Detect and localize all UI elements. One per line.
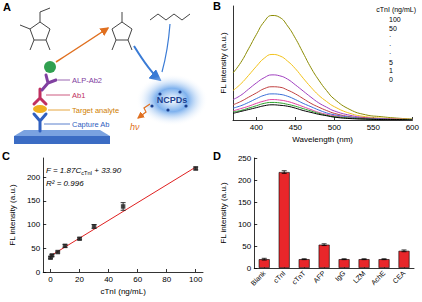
svg-text:200: 200 — [27, 173, 41, 182]
svg-text:100: 100 — [238, 220, 252, 229]
svg-text:cTnI (ng/mL): cTnI (ng/mL) — [376, 6, 416, 14]
svg-text:100: 100 — [389, 16, 401, 23]
svg-text:80: 80 — [162, 275, 171, 284]
svg-text:AchE: AchE — [370, 269, 387, 286]
svg-text:D: D — [213, 150, 221, 162]
svg-text:1: 1 — [389, 67, 393, 74]
svg-text:5: 5 — [389, 59, 393, 66]
svg-text:·: · — [389, 42, 391, 49]
svg-text:cTnI (ng/mL): cTnI (ng/mL) — [100, 287, 146, 296]
svg-text:50: 50 — [31, 244, 40, 253]
svg-text:20: 20 — [75, 275, 84, 284]
svg-text:cTnI: cTnI — [81, 170, 92, 176]
svg-text:Target analyte: Target analyte — [72, 106, 119, 115]
svg-text:60: 60 — [133, 275, 142, 284]
svg-text:cTnI: cTnI — [272, 269, 287, 284]
svg-text:150: 150 — [27, 196, 41, 205]
svg-text:250: 250 — [238, 154, 252, 163]
svg-text:100: 100 — [27, 220, 41, 229]
svg-text:A: A — [3, 1, 11, 13]
svg-text:LZM: LZM — [352, 269, 367, 284]
svg-text:FL intensity (a.u.): FL intensity (a.u.) — [219, 32, 228, 94]
svg-text:40: 40 — [104, 275, 113, 284]
svg-text:·: · — [389, 50, 391, 57]
svg-text:550: 550 — [367, 123, 381, 132]
svg-text:AFP: AFP — [312, 269, 327, 284]
svg-text:100: 100 — [189, 275, 203, 284]
svg-text:50: 50 — [242, 242, 251, 251]
svg-text:B: B — [213, 0, 221, 12]
svg-text:0: 0 — [48, 275, 53, 284]
svg-text:FL intensity (a.u.): FL intensity (a.u.) — [8, 184, 17, 246]
svg-text:50: 50 — [389, 25, 397, 32]
svg-text:C: C — [2, 150, 10, 162]
svg-text:cTnT: cTnT — [290, 269, 307, 286]
svg-text:600: 600 — [406, 123, 420, 132]
svg-text:·: · — [389, 33, 391, 40]
svg-text:IgG: IgG — [334, 270, 348, 284]
svg-text:Ab1: Ab1 — [72, 91, 85, 100]
svg-text:400: 400 — [250, 123, 264, 132]
svg-text:+ 33.90: + 33.90 — [92, 166, 122, 175]
svg-text:FL intensity (a.u.): FL intensity (a.u.) — [219, 182, 228, 244]
svg-text:ALP-Ab2: ALP-Ab2 — [72, 76, 102, 85]
svg-text:Wavelength (nm): Wavelength (nm) — [292, 135, 353, 144]
svg-text:Blank: Blank — [249, 269, 267, 287]
svg-text:450: 450 — [289, 123, 303, 132]
svg-text:0: 0 — [247, 264, 252, 273]
svg-text:0: 0 — [36, 268, 41, 277]
svg-text:200: 200 — [238, 176, 252, 185]
svg-text:500: 500 — [328, 123, 342, 132]
svg-text:R² = 0.996: R² = 0.996 — [46, 179, 84, 188]
svg-text:NCPDs: NCPDs — [157, 95, 188, 105]
svg-text:Capture Ab: Capture Ab — [72, 120, 110, 129]
svg-text:CEA: CEA — [391, 269, 406, 284]
svg-text:150: 150 — [238, 198, 252, 207]
svg-text:0: 0 — [389, 76, 393, 83]
svg-text:hν: hν — [130, 122, 140, 132]
svg-text:F = 1.87C: F = 1.87C — [46, 166, 81, 175]
